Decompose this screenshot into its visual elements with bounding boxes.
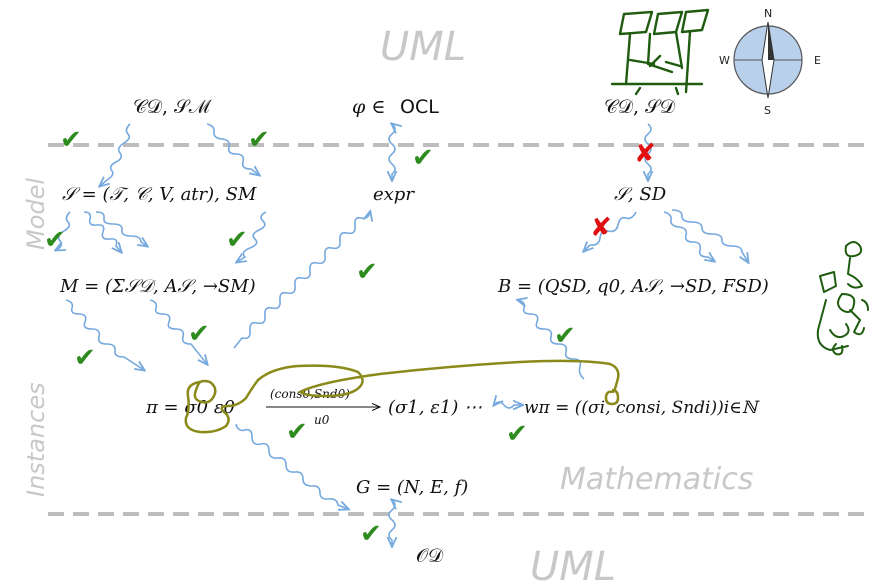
node-phi: φ ∈: [352, 96, 385, 118]
arrow-signature-to-m-2: [95, 211, 147, 246]
uml-top-label: UML: [380, 24, 466, 70]
check-marks: ✔ ✔ ✔ ✔ ✔ ✔ ✔ ✔ ✔ ✔ ✔ ✔: [44, 125, 576, 549]
automaton-doodle-icon: [610, 8, 710, 96]
check-icon: ✔: [356, 257, 378, 287]
model-label: Model: [22, 178, 50, 250]
check-icon: ✔: [74, 343, 96, 373]
compass-s: S: [764, 104, 771, 117]
olive-loop-inner: [193, 379, 217, 404]
node-ocl: OCL: [400, 96, 439, 118]
arrow-ocl-to-expr: [389, 124, 395, 180]
olive-loop-annotation: [184, 359, 620, 434]
compass-n: N: [764, 7, 772, 20]
arrow-cdsd-to-sigsd: [645, 123, 651, 180]
arrow-cdsm-to-sm: [206, 123, 259, 175]
node-w-pi: wπ = ((σi, consi, Sndi))i∈ℕ: [524, 398, 760, 418]
node-expr: expr: [373, 184, 415, 205]
arrow-signature-to-pi-long: [56, 211, 71, 250]
node-m-structure: M = (Σ𝒮𝒟, A𝒮, →SM): [59, 276, 256, 297]
node-g-graph: G = (N, E, f): [356, 477, 468, 498]
arrow-run-to-wpi: [494, 402, 522, 408]
arrow-signature-to-m-1: [83, 211, 121, 252]
node-cd-sd: 𝒞𝒟, 𝒮𝒟: [604, 96, 676, 118]
check-icon: ✔: [60, 125, 82, 155]
check-icon: ✔: [44, 225, 66, 255]
scribble-doodle-icon: [816, 241, 869, 356]
node-cd-sm: 𝒞𝒟, 𝒮ℳ: [133, 96, 212, 118]
arrow-m-to-pi: [65, 299, 144, 370]
arrow-cdsm-to-signature: [100, 123, 131, 186]
arrow-sm-to-m: [237, 211, 267, 262]
arrow-sigsd-to-b-right: [663, 211, 714, 261]
arrow-m-to-sigma: [149, 299, 207, 364]
node-b-structure: B = (QSD, q0, A𝒮, →SD, FSD): [497, 276, 769, 297]
arrow-sigsd-to-b: [584, 211, 637, 251]
compass-icon: N E S W: [719, 7, 821, 117]
wiggle-arrows: [56, 124, 748, 546]
check-icon: ✔: [412, 143, 434, 173]
check-icon: ✔: [248, 125, 270, 155]
check-icon: ✔: [506, 419, 528, 449]
node-od: 𝒪𝒟: [416, 545, 444, 567]
compass-w: W: [719, 54, 730, 67]
transition-label-bottom: u0: [314, 413, 330, 427]
arrow-pi-to-g: [235, 423, 348, 509]
check-icon: ✔: [554, 321, 576, 351]
arrow-sigsd-to-f: [671, 209, 748, 262]
node-pi-run: π = σ0 ε0: [145, 397, 235, 418]
compass-e: E: [814, 54, 821, 67]
arrow-b-to-wpi: [518, 300, 585, 380]
check-icon: ✔: [286, 417, 308, 447]
instances-label: Instances: [22, 382, 50, 497]
arrow-expr-to-epsilon: [233, 212, 370, 349]
mathematics-label: Mathematics: [560, 462, 753, 497]
node-signature: 𝒮 = (𝒯, 𝒞, V, atr), SM: [62, 184, 257, 205]
cross-icon: ✘: [590, 213, 612, 243]
uml-bottom-label: UML: [530, 544, 616, 588]
node-sig-sd: 𝒮, SD: [614, 184, 667, 205]
check-icon: ✔: [360, 519, 382, 549]
node-run-tail: (σ1, ε1) ⋯: [388, 397, 482, 418]
arrow-g-to-od: [389, 500, 395, 546]
check-icon: ✔: [226, 225, 248, 255]
check-icon: ✔: [188, 319, 210, 349]
cross-icon: ✘: [634, 139, 656, 169]
